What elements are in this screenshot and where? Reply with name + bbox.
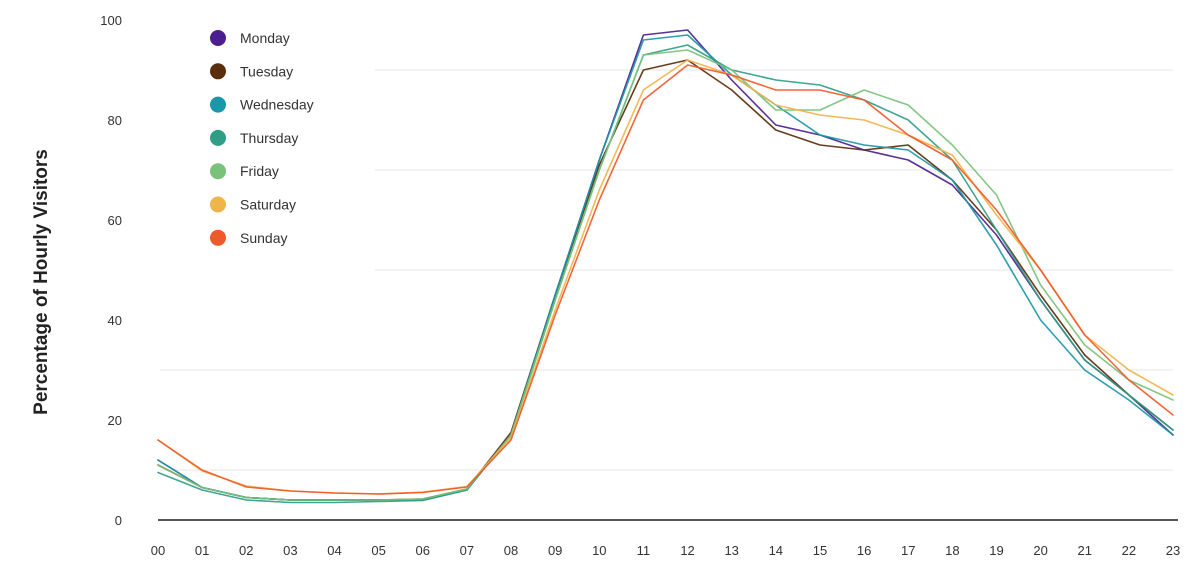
- x-tick-label: 07: [460, 543, 474, 558]
- x-tick-label: 13: [724, 543, 738, 558]
- legend-item-wednesday: Wednesday: [210, 96, 314, 113]
- series-line-friday: [157, 49, 1174, 501]
- series-line-thursday: [157, 44, 1174, 504]
- x-tick-label: 14: [769, 543, 783, 558]
- y-tick-label: 60: [108, 213, 122, 228]
- legend-label: Monday: [240, 30, 290, 46]
- y-tick-label: 100: [100, 13, 122, 28]
- legend-swatch: [210, 229, 226, 246]
- x-tick-label: 19: [989, 543, 1003, 558]
- x-tick-label: 16: [857, 543, 871, 558]
- x-tick-label: 05: [371, 543, 385, 558]
- series-line-tuesday: [157, 59, 1174, 501]
- y-tick-label: 20: [108, 413, 122, 428]
- legend-label: Tuesday: [240, 63, 293, 79]
- legend-item-thursday: Thursday: [210, 129, 298, 146]
- legend-swatch: [210, 129, 226, 146]
- x-tick-label: 00: [151, 543, 165, 558]
- x-tick-label: 18: [945, 543, 959, 558]
- legend-label: Wednesday: [240, 97, 314, 113]
- y-tick-label: 0: [115, 513, 122, 528]
- series-line-sunday: [157, 64, 1174, 495]
- x-tick-label: 15: [813, 543, 827, 558]
- x-tick-label: 06: [416, 543, 430, 558]
- legend-swatch: [210, 163, 226, 180]
- x-tick-label: 23: [1166, 543, 1180, 558]
- legend-label: Friday: [240, 163, 279, 179]
- series-line-saturday: [157, 59, 1174, 495]
- legend-item-friday: Friday: [210, 163, 279, 180]
- y-axis-label: Percentage of Hourly Visitors: [31, 149, 52, 415]
- legend-item-tuesday: Tuesday: [210, 63, 293, 80]
- legend-swatch: [210, 30, 226, 46]
- legend-item-sunday: Sunday: [210, 229, 287, 246]
- legend: Monday Tuesday Wednesday Thursday Friday Satu…: [210, 30, 314, 246]
- x-tick-label: 03: [283, 543, 297, 558]
- x-tick-label: 12: [680, 543, 694, 558]
- legend-item-monday: Monday: [210, 30, 290, 46]
- x-tick-label: 01: [195, 543, 209, 558]
- x-tick-label: 17: [901, 543, 915, 558]
- x-tick-label: 20: [1033, 543, 1047, 558]
- x-tick-label: 11: [637, 543, 651, 558]
- x-tick-label: 10: [592, 543, 606, 558]
- series-layer: [157, 29, 1174, 504]
- legend-label: Saturday: [240, 197, 296, 213]
- legend-swatch: [210, 96, 226, 113]
- y-tick-label: 80: [108, 113, 122, 128]
- legend-item-saturday: Saturday: [210, 196, 296, 213]
- x-tick-label: 08: [504, 543, 518, 558]
- x-tick-label: 21: [1078, 543, 1092, 558]
- legend-swatch: [210, 196, 226, 213]
- x-tick-label: 09: [548, 543, 562, 558]
- y-tick-label: 40: [108, 313, 122, 328]
- grid-layer: [160, 69, 1173, 471]
- x-tick-label: 04: [327, 543, 341, 558]
- legend-label: Sunday: [240, 230, 287, 246]
- legend-label: Thursday: [240, 130, 298, 146]
- x-tick-label: 02: [239, 543, 253, 558]
- x-tick-label: 22: [1122, 543, 1136, 558]
- legend-swatch: [210, 63, 226, 80]
- axis-layer: 0 20 40 60 80 100 00 01 02 03 04 05 06 07 08 09 10 11 12 13…: [100, 13, 1180, 558]
